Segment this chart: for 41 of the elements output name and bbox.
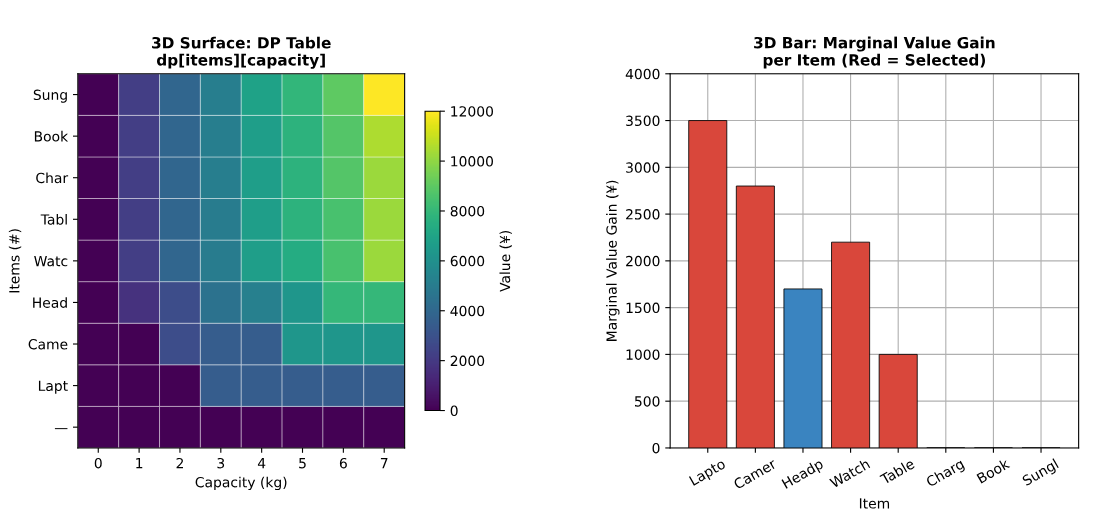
y-tick-label: 0 <box>652 442 660 454</box>
x-axis-title: Capacity (kg) <box>195 476 287 491</box>
x-tick-label: 6 <box>339 457 347 469</box>
y-tick-label: 1500 <box>626 302 660 314</box>
y-tick-label: 500 <box>634 396 660 407</box>
x-tick-label: Table <box>879 458 916 485</box>
y-tick-label: Came <box>28 338 68 350</box>
y-tick-label: Book <box>34 130 69 142</box>
color-bar-label: 4000 <box>450 305 485 317</box>
y-tick-label: Watc <box>34 256 68 267</box>
color-bar-title: Value (¥) <box>499 230 512 292</box>
color-bar-label: 10000 <box>451 156 494 167</box>
y-tick-label: 3000 <box>626 162 660 173</box>
x-tick-label: 2 <box>176 457 183 469</box>
y-tick-label: — <box>54 428 68 430</box>
x-tick-label: 4 <box>257 458 266 469</box>
y-tick-label: Tabl <box>40 214 67 225</box>
color-bar-label: 2000 <box>450 355 485 367</box>
y-tick-label: Lapt <box>38 380 68 394</box>
y-tick-label: Sung <box>33 89 67 103</box>
chart-title: 3D Surface: DP Table dp[items][capacity] <box>152 36 331 69</box>
y-tick-label: 4000 <box>625 68 660 80</box>
y-tick-label: Char <box>36 172 69 184</box>
color-bar-label: 0 <box>450 405 458 417</box>
x-tick-label: 7 <box>380 458 388 469</box>
color-bar-label: 12000 <box>451 106 494 117</box>
y-tick-label: 2000 <box>626 255 660 267</box>
x-axis-title: Item <box>859 498 890 509</box>
y-tick-label: 2500 <box>626 209 660 220</box>
x-tick-label: 3 <box>217 457 225 469</box>
chart-title: 3D Bar: Marginal Value Gain per Item (Red = Selected) <box>754 36 995 69</box>
y-axis-title: Marginal Value Gain (¥) <box>606 180 620 341</box>
x-tick-label: 5 <box>299 458 306 469</box>
y-axis-title: Items (#) <box>8 229 22 293</box>
y-tick-label: Head <box>33 297 67 308</box>
x-tick-label: 1 <box>136 458 143 469</box>
y-tick-label: 1000 <box>626 349 660 360</box>
x-tick-label: 0 <box>94 457 102 469</box>
y-tick-label: 3500 <box>626 115 660 127</box>
color-bar-label: 6000 <box>450 255 485 267</box>
color-bar-label: 8000 <box>450 205 485 217</box>
